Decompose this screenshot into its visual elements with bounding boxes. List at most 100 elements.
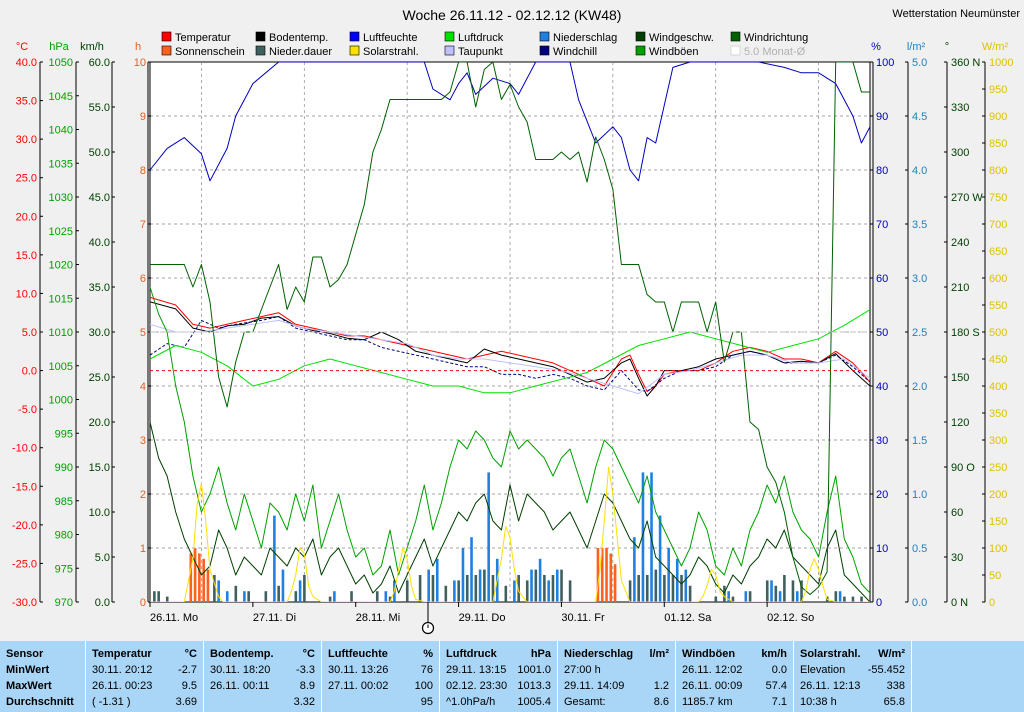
stats-column-header: Sensor <box>6 648 79 662</box>
stats-column: Luftfeuchte% 30.11. 13:26 76 27.11. 00:02 10… <box>322 641 440 712</box>
legend-swatch <box>444 45 455 56</box>
bar-niederschlag <box>427 569 430 602</box>
legend-label: Solarstrahl. <box>363 46 419 58</box>
bar-niederschlag <box>225 591 229 602</box>
bar-niederschlag <box>641 472 645 602</box>
legend-label: Niederschlag <box>553 32 617 44</box>
direction-tick-label: 90 O <box>951 462 975 474</box>
direction-tick-label: 150 <box>951 372 969 384</box>
humidity-tick-label: 50 <box>876 327 888 339</box>
bar-niederschlag <box>778 591 782 602</box>
rain-tick-label: 5.0 <box>912 57 927 69</box>
bar-niederschlag <box>555 569 559 602</box>
x-tick-label: 02.12. So <box>767 612 814 624</box>
legend-swatch <box>349 45 360 56</box>
legend-label: Nieder.dauer <box>269 46 332 58</box>
pressure-tick-label: 990 <box>55 462 73 474</box>
sun_hours-tick-label: 3 <box>140 435 146 447</box>
wind-tick-label: 40.0 <box>89 237 110 249</box>
legend-label: Luftdruck <box>458 32 504 44</box>
bar-niederdauer <box>628 580 632 602</box>
legend-swatch <box>730 45 741 56</box>
rain-tick-label: 4.5 <box>912 111 927 123</box>
bar-niederschlag <box>727 591 730 602</box>
temp-tick-label: -20.0 <box>12 520 37 532</box>
solar-unit-label: W/m² <box>982 41 1009 53</box>
stats-column: Sensor MinWert MaxWert Durchschnitt <box>0 641 86 712</box>
series-windben <box>150 286 870 594</box>
bar-niederdauer <box>444 585 448 602</box>
solar-tick-label: 850 <box>989 138 1007 150</box>
bar-niederdauer <box>418 575 422 602</box>
legend-swatch <box>539 31 550 42</box>
bar-niederschlag <box>243 591 246 602</box>
stats-header-label: Bodentemp. <box>210 648 274 660</box>
solar-tick-label: 150 <box>989 516 1007 528</box>
time-marker-icon[interactable] <box>421 602 435 635</box>
bar-niederdauer <box>277 585 280 602</box>
stats-cell-value: 8.9 <box>299 680 315 692</box>
stats-cell-value: 7.1 <box>771 696 787 708</box>
pressure-tick-label: 995 <box>55 428 73 440</box>
bar-niederdauer <box>645 575 649 602</box>
temp-tick-label: 40.0 <box>16 57 37 69</box>
legend-swatch <box>255 45 266 56</box>
bar-sonnenschein <box>605 548 608 602</box>
chart-title: Woche 26.11.12 - 02.12.12 (KW48) <box>403 7 622 23</box>
stats-header-label: Windböen <box>682 648 736 660</box>
bar-niederschlag <box>478 569 482 602</box>
temp-tick-label: 5.0 <box>22 327 37 339</box>
bar-niederdauer <box>560 569 563 602</box>
stats-cell-label: 30.11. 13:26 <box>328 664 389 676</box>
humidity-tick-label: 40 <box>876 381 888 393</box>
bar-niederdauer <box>474 575 478 602</box>
bar-niederdauer <box>153 591 156 602</box>
humidity-tick-label: 90 <box>876 111 888 123</box>
legend: Temperatur Bodentemp. Luftfeuchte Luftdruck… <box>161 31 808 58</box>
wind-tick-label: 45.0 <box>89 192 110 204</box>
temp-tick-label: -25.0 <box>12 558 37 570</box>
sun_hours-tick-label: 7 <box>140 219 146 231</box>
stats-cell-value: 65.8 <box>883 696 905 708</box>
stats-row: 29.11. 13:15 1001.0 <box>446 664 551 678</box>
wind-tick-label: 20.0 <box>89 417 110 429</box>
pressure-tick-label: 1020 <box>49 260 73 272</box>
axis-headers: °C hPa km/h h% l/m² ° W/m² <box>16 41 1009 53</box>
stats-cell-label: Elevation <box>800 664 846 676</box>
sun_hours-tick-label: 5 <box>140 327 146 339</box>
stats-row: 29.11. 14:09 1.2 <box>564 680 669 694</box>
legend-swatch <box>255 31 266 42</box>
line-series <box>150 62 870 602</box>
stats-column: Bodentemp. °C 30.11. 18:20 -3.3 26.11. 00:11… <box>204 641 322 712</box>
series-luftdruck <box>150 309 870 394</box>
solar-tick-label: 100 <box>989 543 1007 555</box>
bar-niederschlag <box>530 569 533 602</box>
solar-tick-label: 400 <box>989 381 1007 393</box>
bar-sonnenschein <box>189 553 193 602</box>
stats-cell-value: 0.0 <box>771 664 787 676</box>
stats-column: Niederschlag l/m² 27:00 h 29.11. 14:09 1.2 Ge… <box>558 641 676 712</box>
rain-tick-label: 2.5 <box>912 327 927 339</box>
rain-tick-label: 4.0 <box>912 165 927 177</box>
stats-cell-label: 26.11. 00:11 <box>210 680 270 692</box>
bar-niederdauer <box>405 580 409 602</box>
stats-row: 1185.7 km 7.1 <box>682 696 787 710</box>
bar-niederdauer <box>431 575 435 602</box>
stats-cell-label: 1185.7 km <box>682 696 733 708</box>
stats-cell-value: 1001.0 <box>517 664 551 676</box>
bar-niederschlag <box>650 472 653 602</box>
bar-niederdauer <box>860 596 863 602</box>
stats-header-unit: km/h <box>761 648 787 660</box>
bar-niederschlag <box>744 591 748 602</box>
bar-niederdauer <box>534 569 538 602</box>
stats-row: ^1.0hPa/h 1005.4 <box>446 696 551 710</box>
stats-cell-value: 1013.3 <box>517 680 551 692</box>
station-name: Wetterstation Neumünster <box>892 8 1020 20</box>
bar-niederschlag <box>435 558 439 602</box>
bar-niederschlag <box>333 591 336 602</box>
direction-unit-label: ° <box>945 41 949 53</box>
bar-niederdauer <box>688 585 692 602</box>
bar-sonnenschein <box>596 548 600 602</box>
stats-cell-value: 1005.4 <box>517 696 551 708</box>
x-tick-label: 01.12. Sa <box>664 612 712 624</box>
